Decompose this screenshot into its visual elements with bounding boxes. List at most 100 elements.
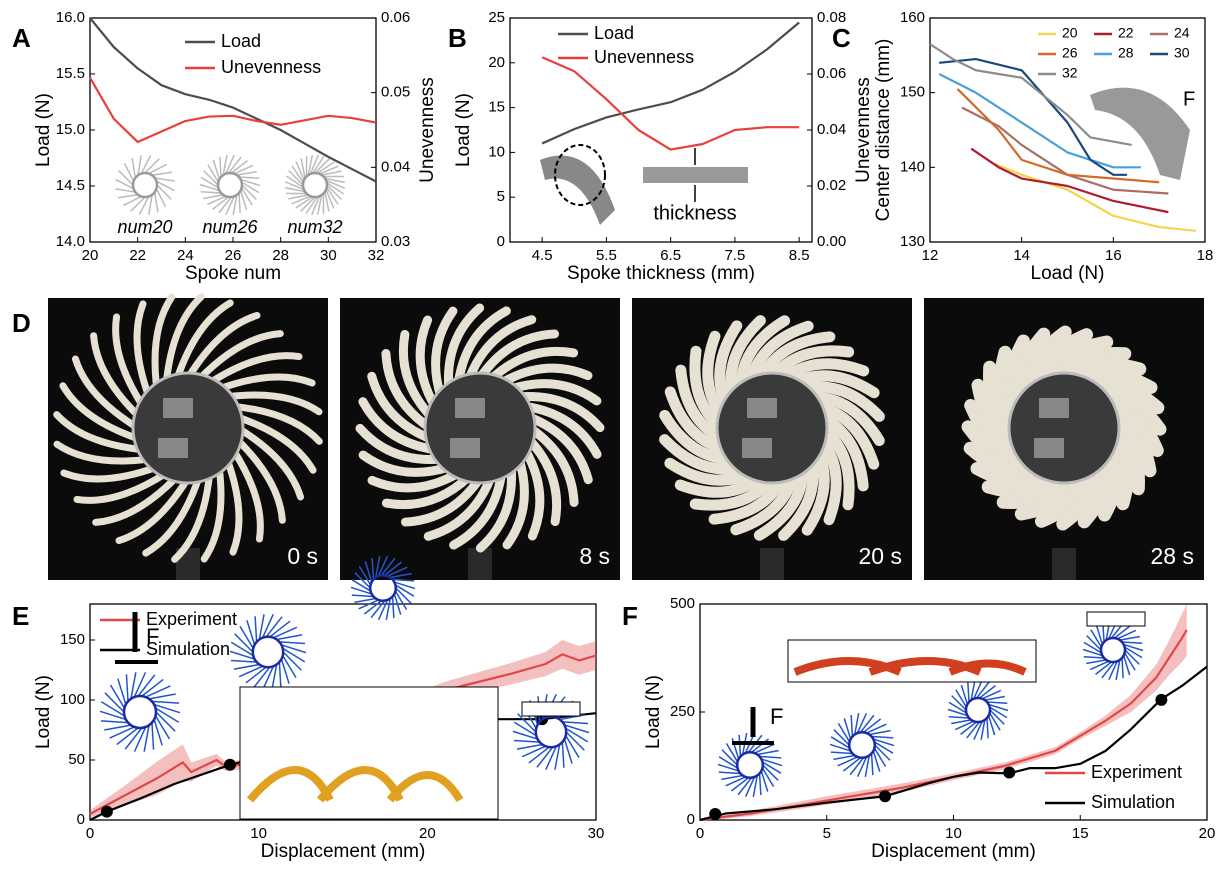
y2-tick-label: 0.04: [381, 158, 410, 175]
panel-label: E: [12, 601, 29, 631]
wheel-spoke: [155, 192, 158, 212]
y-axis-title: Load (N): [33, 93, 54, 167]
wheel-spoke: [281, 659, 289, 684]
y-tick-label: 0: [497, 233, 505, 250]
y-tick-label: 15.5: [56, 65, 85, 82]
x-tick-label: 5.5: [596, 247, 617, 264]
wheel-spoke: [987, 702, 1007, 703]
stand: [760, 548, 784, 580]
wheel-spoke: [564, 725, 589, 733]
legend-label: Load: [221, 31, 261, 51]
marker: [224, 759, 236, 771]
motor: [163, 398, 193, 418]
y-tick-label: 130: [900, 233, 925, 250]
annotation: thickness: [653, 202, 736, 224]
annotation: num20: [117, 217, 172, 237]
motor: [450, 438, 480, 458]
annotation: F: [770, 704, 783, 729]
wheel-spoke: [760, 757, 782, 758]
y-tick-label: 250: [670, 703, 695, 720]
wheel-hub: [218, 173, 242, 197]
y2-tick-label: 0.08: [817, 9, 846, 26]
marker: [709, 808, 721, 820]
y2-tick-label: 0.02: [817, 177, 846, 194]
wheel-spoke: [104, 725, 131, 730]
y-tick-label: 15: [488, 99, 505, 116]
photo-time: 0 s: [287, 543, 318, 569]
wheel-spoke: [564, 739, 572, 764]
y-tick-label: 10: [488, 143, 505, 160]
marker: [1155, 694, 1167, 706]
y-tick-label: 0: [77, 811, 85, 828]
wheel-spoke: [141, 156, 150, 174]
legend-label: Experiment: [1091, 762, 1182, 782]
y2-tick-label: 0.05: [381, 84, 410, 101]
y-tick-label: 500: [670, 595, 695, 612]
x-axis-title: Spoke thickness (mm): [567, 263, 755, 284]
legend-label: 20: [1062, 25, 1078, 41]
wheel-spoke: [152, 701, 179, 703]
wheel-spoke: [719, 772, 741, 773]
x-tick-label: 4.5: [532, 247, 553, 264]
panel-label: A: [12, 23, 31, 53]
wheel-spoke: [513, 731, 538, 739]
legend-label: 22: [1118, 25, 1134, 41]
x-tick-label: 7.5: [724, 247, 745, 264]
x-tick-label: 28: [272, 247, 289, 264]
marker: [1003, 766, 1015, 778]
wheel-hub: [966, 698, 990, 722]
x-tick-label: 26: [225, 247, 242, 264]
legend-label: 32: [1062, 65, 1078, 81]
wheel-spoke: [149, 195, 152, 215]
legend-label: 24: [1174, 25, 1190, 41]
y2-tick-label: 0.06: [817, 65, 846, 82]
y2-axis-title: Unevenness: [853, 77, 874, 183]
wheel-spoke: [234, 665, 259, 670]
wheel-spoke: [152, 723, 154, 750]
y-tick-label: 14.5: [56, 177, 85, 194]
y-tick-label: 0: [687, 811, 695, 828]
x-tick-label: 0: [696, 825, 704, 842]
legend-label: 28: [1118, 45, 1134, 61]
stand: [468, 548, 492, 580]
wheel-spoke: [201, 192, 221, 193]
wheel-spoke: [118, 195, 138, 198]
photo-time: 20 s: [859, 543, 902, 569]
x-tick-label: 24: [177, 247, 194, 264]
x-tick-label: 22: [129, 247, 146, 264]
y-axis-title: Center distance (mm): [873, 39, 894, 222]
wheel-spoke: [831, 752, 853, 753]
x-tick-label: 30: [588, 825, 605, 842]
wheel-hub: [536, 717, 566, 747]
wheel-hub: [124, 696, 156, 728]
y-axis-title: Load (N): [453, 93, 474, 167]
wheel-spoke: [154, 705, 180, 713]
wheel-spoke: [154, 719, 162, 745]
page: {"figure": {"panel_labels": ["A", "B", "…: [0, 0, 1226, 870]
wheel-spoke: [949, 717, 969, 718]
y2-axis-title: Unevenness: [417, 77, 438, 183]
x-axis-title: Displacement (mm): [261, 841, 426, 862]
y-tick-label: 14.0: [56, 233, 85, 250]
y2-tick-label: 0.06: [381, 9, 410, 26]
x-tick-label: 8.5: [789, 247, 810, 264]
figure: ABCDEF0 s8 s20 s28 s2022242628303214.014…: [0, 0, 1226, 870]
wheel-spoke: [739, 735, 740, 757]
wheel-spoke: [100, 711, 126, 719]
wheel-spoke: [231, 660, 257, 662]
wheel-spoke: [760, 773, 761, 795]
wheel-hub: [303, 173, 327, 197]
x-tick-label: 10: [250, 825, 267, 842]
motor: [747, 398, 777, 418]
hub: [1009, 373, 1119, 483]
thickness-bar: [643, 167, 748, 183]
motor: [455, 398, 485, 418]
legend-label: Experiment: [146, 609, 237, 629]
wheel-spoke: [116, 179, 134, 188]
x-axis-title: Spoke num: [185, 263, 281, 284]
wheel-spoke: [255, 616, 257, 642]
hub: [425, 373, 535, 483]
annotation: num26: [202, 217, 258, 237]
y-tick-label: 5: [497, 188, 505, 205]
y-tick-label: 50: [68, 751, 85, 768]
